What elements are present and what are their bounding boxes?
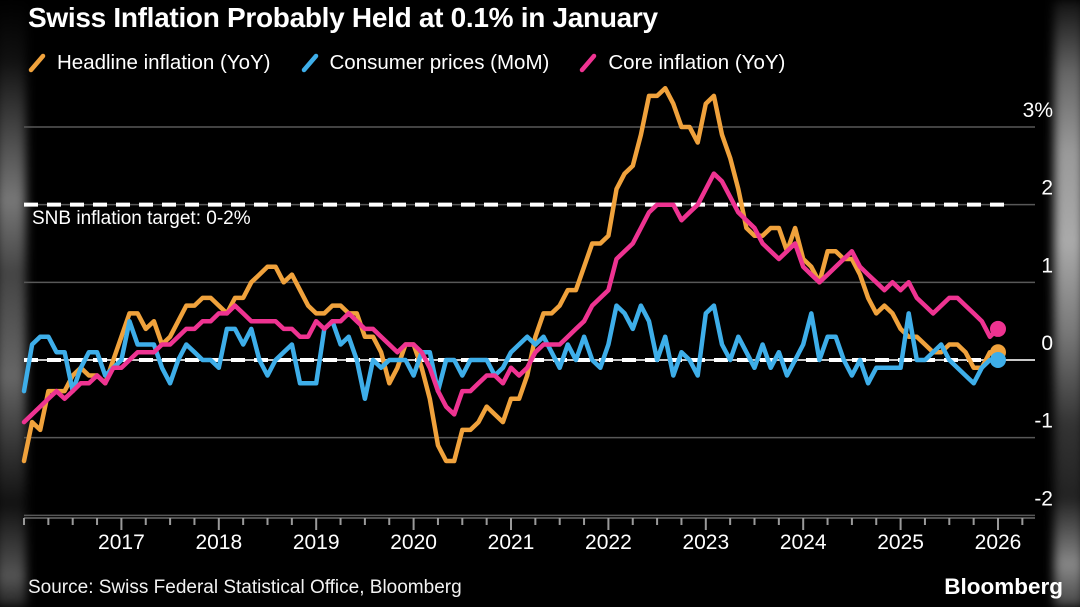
y-axis-label--2: -2 bbox=[1034, 487, 1053, 510]
series-line-0 bbox=[21, 85, 1001, 464]
x-axis-label-2024: 2024 bbox=[780, 531, 827, 554]
series-line-2 bbox=[21, 171, 1001, 425]
chart-legend: Headline inflation (YoY) Consumer prices… bbox=[28, 51, 785, 75]
y-axis-label--1: -1 bbox=[1034, 410, 1053, 433]
x-axis-label-2019: 2019 bbox=[293, 531, 340, 554]
x-axis-label-2023: 2023 bbox=[682, 531, 729, 554]
legend-label-core: Core inflation (YoY) bbox=[608, 51, 786, 74]
legend-label-headline: Headline inflation (YoY) bbox=[57, 51, 271, 74]
series-end-dot-1 bbox=[990, 352, 1006, 368]
legend-label-consumer-mom: Consumer prices (MoM) bbox=[329, 51, 550, 74]
chart-title: Swiss Inflation Probably Held at 0.1% in… bbox=[28, 2, 658, 33]
x-axis-label-2020: 2020 bbox=[390, 531, 437, 554]
legend-item-core: Core inflation (YoY) bbox=[579, 51, 785, 75]
left-edge-vignette bbox=[0, 0, 26, 607]
x-axis-label-2026: 2026 bbox=[975, 531, 1022, 554]
y-axis-label-2: 2 bbox=[1041, 177, 1053, 200]
bloomberg-logo: Bloomberg bbox=[944, 574, 1063, 599]
right-edge-vignette bbox=[1054, 0, 1080, 607]
x-axis-label-2017: 2017 bbox=[98, 531, 145, 554]
core-slash-icon bbox=[580, 53, 597, 73]
x-axis-label-2018: 2018 bbox=[195, 531, 242, 554]
y-axis-label-0: 0 bbox=[1041, 332, 1053, 355]
legend-item-headline: Headline inflation (YoY) bbox=[28, 51, 271, 75]
x-axis-label-2022: 2022 bbox=[585, 531, 632, 554]
legend-item-consumer-mom: Consumer prices (MoM) bbox=[301, 51, 550, 75]
x-axis-label-2025: 2025 bbox=[877, 531, 924, 554]
source-credit: Source: Swiss Federal Statistical Office… bbox=[28, 577, 462, 598]
snb-target-annotation: SNB inflation target: 0-2% bbox=[32, 208, 251, 229]
x-axis-label-2021: 2021 bbox=[488, 531, 535, 554]
series-line-1 bbox=[21, 303, 1001, 402]
y-axis-label-3: 3% bbox=[1023, 99, 1053, 122]
headline-slash-icon bbox=[28, 53, 46, 73]
consumer-mom-slash-icon bbox=[301, 53, 318, 73]
y-axis-label-1: 1 bbox=[1041, 254, 1053, 277]
series-end-dot-2 bbox=[990, 320, 1006, 337]
